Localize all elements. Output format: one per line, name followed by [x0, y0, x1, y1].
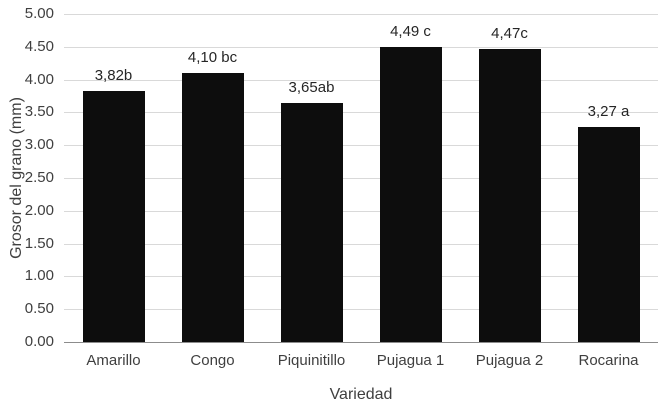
- bar: [479, 49, 541, 342]
- bar-value-label: 4,10 bc: [187, 49, 238, 66]
- bar: [281, 103, 343, 342]
- gridline: [64, 244, 658, 245]
- gridline: [64, 276, 658, 277]
- bar: [578, 127, 640, 342]
- bar-value-label: 3,27 a: [587, 103, 630, 120]
- bar: [83, 91, 145, 342]
- bar: [182, 73, 244, 342]
- x-tick-label: Pujagua 2: [475, 352, 544, 369]
- gridline: [64, 178, 658, 179]
- y-tick-label: 0.00: [24, 333, 54, 350]
- gridline: [64, 211, 658, 212]
- x-tick-label: Amarillo: [86, 352, 141, 369]
- y-tick-label: 3.50: [24, 103, 54, 120]
- bar-value-label: 4,49 c: [390, 23, 431, 40]
- gridline: [64, 47, 658, 48]
- y-tick-label: 4.50: [24, 38, 54, 55]
- gridline: [64, 309, 658, 310]
- y-tick-label: 1.50: [24, 235, 54, 252]
- y-tick-label: 3.00: [24, 136, 54, 153]
- x-tick-label: Rocarina: [578, 352, 639, 369]
- bar-value-label: 3,65ab: [288, 79, 335, 96]
- gridline: [64, 80, 658, 81]
- x-tick-label: Piquinitillo: [277, 352, 346, 369]
- y-tick-label: 2.00: [24, 202, 54, 219]
- y-tick-label: 2.50: [24, 169, 54, 186]
- y-tick-label: 5.00: [24, 5, 54, 22]
- gridline: [64, 14, 658, 15]
- gridline: [64, 112, 658, 113]
- plot-area: 3,82b 4,10 bc 3,65ab 4,49 c 4,47c 3,27 a: [64, 14, 658, 343]
- gridline: [64, 145, 658, 146]
- x-tick-label: Pujagua 1: [376, 352, 445, 369]
- bar-value-label: 4,47c: [491, 25, 528, 42]
- bar: [380, 47, 442, 342]
- x-tick-label: Congo: [190, 352, 235, 369]
- y-tick-label: 4.00: [24, 71, 54, 88]
- y-tick-label: 1.00: [24, 267, 54, 284]
- x-axis-title: Variedad: [329, 386, 393, 403]
- y-tick-label: 0.50: [24, 300, 54, 317]
- bar-value-label: 3,82b: [94, 67, 133, 84]
